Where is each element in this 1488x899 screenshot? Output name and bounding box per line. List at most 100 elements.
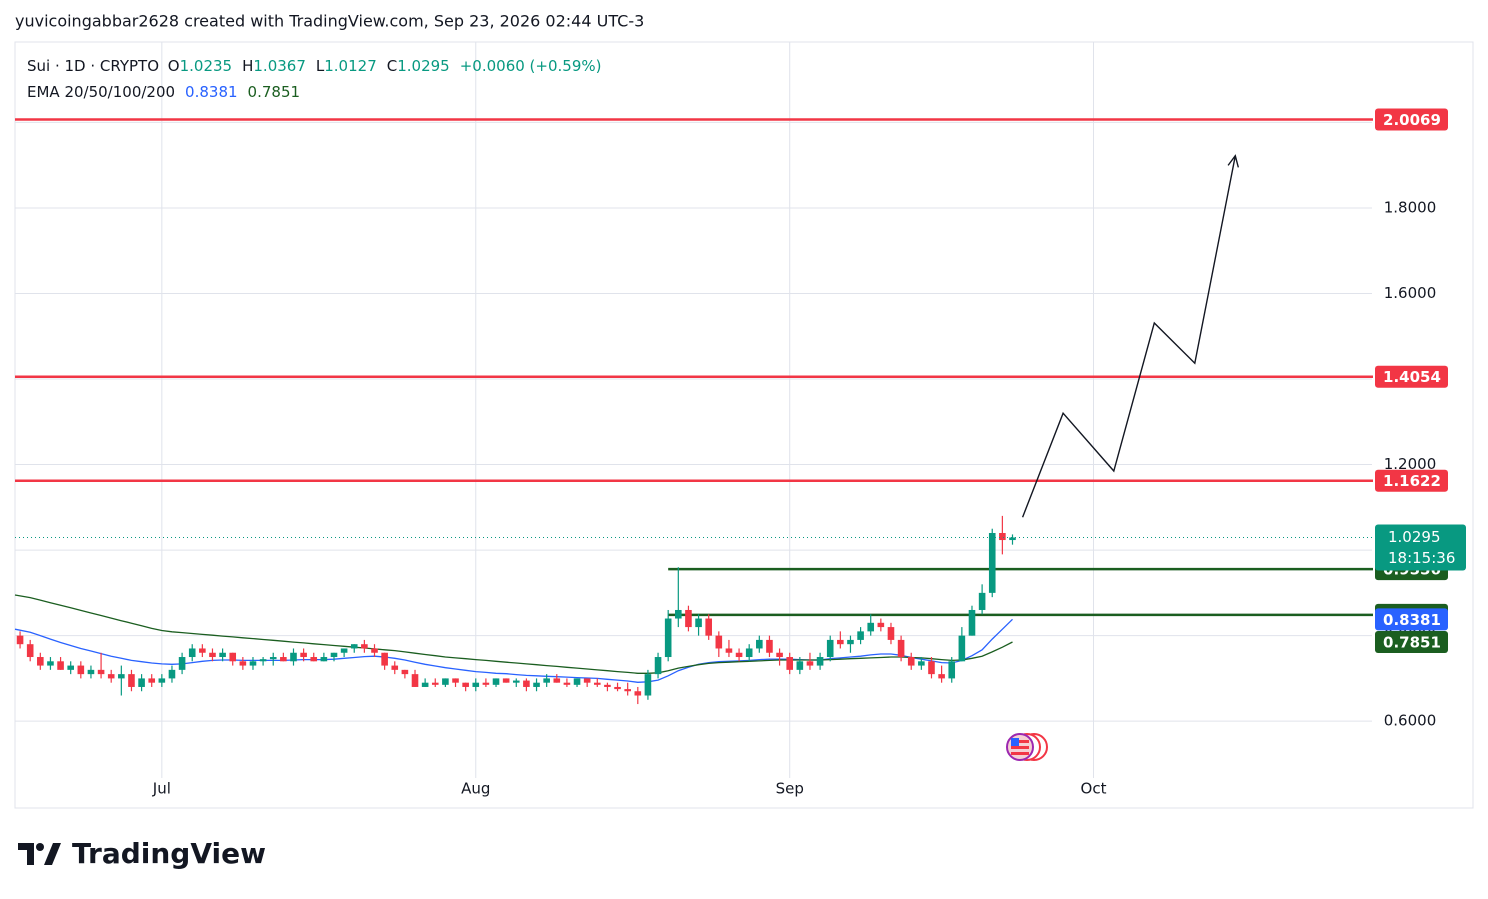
candle-body	[583, 678, 591, 683]
candle-body	[624, 689, 631, 692]
candle-body	[57, 661, 64, 670]
plot	[14, 118, 1373, 705]
candle-body	[47, 661, 54, 666]
candle-body	[97, 669, 105, 675]
candle-body	[938, 674, 945, 679]
candle-body	[37, 657, 44, 666]
candle-body	[705, 618, 712, 636]
projection-path	[1021, 155, 1236, 518]
candle-body	[249, 661, 257, 666]
candle-body	[543, 678, 550, 683]
ema-label: 0.8381	[1383, 611, 1441, 629]
candle-body	[320, 657, 328, 662]
candle-body	[766, 639, 773, 653]
candle-body	[229, 652, 237, 662]
candle-body	[776, 652, 783, 658]
candle-body	[857, 631, 864, 640]
candle-body	[502, 678, 510, 683]
candle-body	[745, 648, 753, 658]
candle-body	[918, 661, 925, 666]
candle-body	[310, 657, 318, 662]
symbol: Sui · 1D · CRYPTO	[27, 57, 160, 75]
candle-body	[928, 661, 935, 675]
candle-body	[877, 622, 885, 628]
candle-body	[411, 674, 419, 687]
candle-body	[573, 678, 581, 685]
ohlc-letter: L	[315, 57, 325, 75]
candle-body	[614, 686, 621, 690]
candle-body	[401, 669, 409, 675]
candle-body	[685, 609, 692, 628]
candle-body	[897, 639, 905, 658]
candle-body	[269, 657, 277, 660]
candle-body	[391, 665, 399, 670]
candle-body	[259, 659, 267, 662]
candle-body	[209, 652, 216, 658]
ema-line	[14, 594, 1013, 674]
candle-body	[563, 682, 571, 685]
candle-body	[168, 669, 176, 679]
candle-body	[300, 652, 307, 658]
candle-body	[634, 691, 642, 696]
level-label-box	[1375, 108, 1448, 131]
indicator: EMA 20/50/100/200	[27, 83, 176, 101]
candle-body	[67, 665, 74, 670]
candle-body	[695, 618, 702, 628]
candle-body	[219, 652, 226, 658]
candle-body	[826, 639, 834, 658]
candle-body	[523, 680, 530, 687]
projection-arrowhead	[1227, 154, 1240, 168]
y-tick-label: 1.6000	[1384, 284, 1437, 302]
candle-body	[512, 680, 520, 683]
candle-body	[188, 648, 196, 658]
legend: Sui · 1D · CRYPTO O1.0235 H1.0367 L1.0127 C…	[27, 53, 611, 105]
candle-body	[128, 674, 135, 687]
candle-body	[381, 652, 388, 666]
candle-body	[148, 678, 156, 683]
candle-body	[340, 648, 348, 653]
candle-body	[290, 652, 297, 662]
candle-body	[593, 682, 601, 685]
ema-value: 0.8381	[185, 83, 238, 101]
candle-body	[735, 652, 743, 658]
candle-body	[907, 657, 915, 666]
x-tick-label: Jul	[152, 780, 171, 798]
ohlc-value: 1.0295	[397, 57, 450, 75]
candle-body	[999, 532, 1006, 541]
x-tick-label: Oct	[1081, 780, 1107, 798]
candle-body	[26, 644, 34, 658]
level-label: 1.4054	[1383, 368, 1441, 386]
y-tick-label: 1.8000	[1384, 198, 1437, 216]
last-price-label: 1.0295	[1388, 528, 1441, 546]
candle-body	[604, 684, 611, 687]
candle-body	[442, 678, 449, 685]
candle-body	[421, 682, 429, 687]
candle-body	[16, 635, 24, 645]
ohlc-letter: H	[242, 57, 254, 75]
x-tick-label: Aug	[461, 780, 490, 798]
candle-body	[371, 648, 378, 653]
ohlc-row: Sui · 1D · CRYPTO O1.0235 H1.0367 L1.0127 C…	[27, 53, 611, 79]
ema-label-box	[1375, 608, 1448, 631]
candle-body	[968, 609, 976, 636]
candle-body	[553, 678, 561, 683]
candle-body	[472, 682, 480, 687]
indicator-row: EMA 20/50/100/200 0.8381 0.7851	[27, 79, 611, 105]
header: yuvicoingabbar2628 created with TradingV…	[15, 12, 644, 31]
ema-label-box	[1375, 631, 1448, 654]
candle-body	[158, 678, 166, 683]
candle-body	[867, 622, 875, 632]
ohlc-value: 1.0127	[324, 57, 377, 75]
candle-body	[958, 635, 966, 662]
candle-body	[452, 678, 459, 683]
ohlc-value: 1.0235	[179, 57, 233, 75]
x-tick-label: Sep	[776, 780, 804, 798]
candle-body	[431, 682, 439, 685]
candle-body	[948, 661, 956, 679]
ema-label: 0.7851	[1383, 634, 1441, 652]
event-icon	[1006, 733, 1048, 761]
candle-body	[644, 674, 652, 696]
ohlc-value: 1.0367	[253, 57, 306, 75]
candle-body	[87, 669, 95, 675]
